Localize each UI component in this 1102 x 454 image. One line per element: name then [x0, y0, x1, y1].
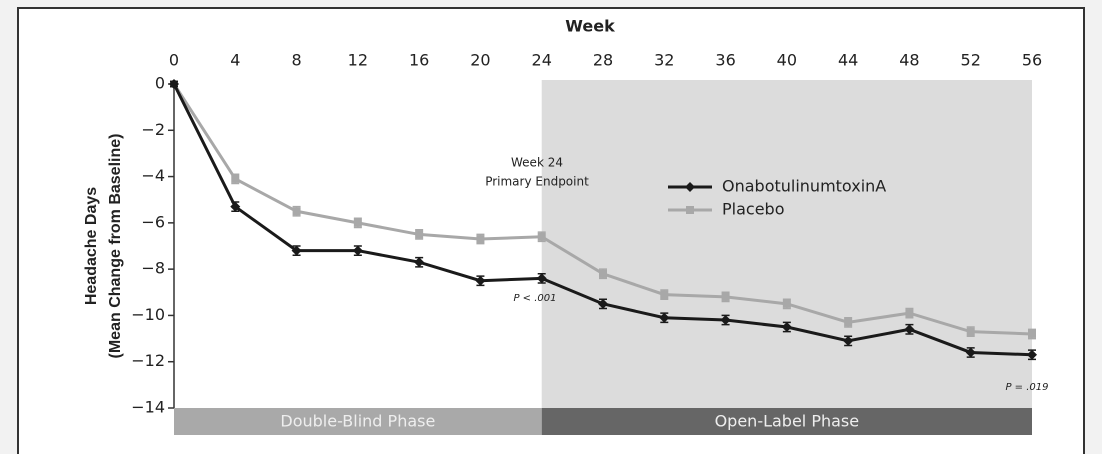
marker: [231, 174, 240, 183]
y-tick-label: −6: [141, 212, 165, 231]
x-tick-label: 16: [409, 51, 429, 70]
x-tick-label: 56: [1022, 51, 1042, 70]
x-tick-label: 32: [654, 51, 674, 70]
phase-bar: [174, 408, 542, 435]
y-tick-label: −2: [141, 120, 165, 139]
marker: [352, 245, 363, 256]
y-tick-label: −14: [131, 398, 165, 417]
x-tick-label: 4: [230, 51, 240, 70]
marker: [904, 324, 915, 335]
x-tick-label: 40: [777, 51, 797, 70]
phase-label: Double-Blind Phase: [280, 412, 435, 431]
legend-marker: [686, 206, 694, 214]
marker: [599, 269, 607, 278]
y-tick-label: 0: [155, 74, 165, 93]
marker: [966, 327, 975, 336]
y-tick-label: −12: [131, 351, 165, 370]
y-tick-label: −4: [141, 166, 165, 185]
marker: [720, 315, 731, 326]
x-tick-label: 12: [348, 51, 368, 70]
marker: [782, 299, 791, 308]
marker: [659, 312, 670, 323]
marker: [415, 230, 424, 239]
y-axis-title: Headache Days: [83, 187, 100, 305]
marker: [414, 257, 425, 268]
marker: [965, 347, 976, 358]
phase-label: Open-Label Phase: [715, 412, 860, 431]
x-axis-title: Week: [565, 17, 615, 36]
annotation: Week 24: [511, 156, 563, 170]
x-tick-label: 0: [169, 51, 179, 70]
marker: [781, 322, 792, 332]
legend-label: Placebo: [722, 200, 784, 219]
marker: [721, 292, 730, 301]
x-tick-label: 48: [899, 51, 919, 70]
marker: [353, 218, 362, 227]
marker: [537, 232, 546, 241]
x-tick-label: 36: [715, 51, 735, 70]
marker: [905, 309, 914, 318]
x-tick-label: 52: [961, 51, 981, 70]
marker: [291, 245, 302, 256]
legend-marker: [685, 182, 695, 192]
annotation: P < .001: [513, 293, 556, 304]
marker: [843, 335, 854, 346]
marker: [598, 298, 608, 309]
marker: [169, 79, 179, 89]
marker: [292, 207, 301, 216]
annotation: P = .019: [1005, 382, 1048, 393]
annotation: Primary Endpoint: [485, 175, 589, 189]
y-axis-title: (Mean Change from Baseline): [107, 134, 124, 359]
x-tick-label: 24: [532, 51, 552, 70]
phase-bar: [541, 408, 1032, 435]
marker: [844, 318, 853, 327]
x-tick-label: 28: [593, 51, 613, 70]
marker: [230, 201, 241, 212]
x-tick-label: 44: [838, 51, 858, 70]
legend-label: OnabotulinumtoxinA: [722, 177, 886, 196]
y-tick-label: −10: [131, 305, 165, 324]
marker: [1027, 349, 1037, 360]
x-tick-label: 20: [470, 51, 490, 70]
shaded-region: [541, 80, 1032, 408]
marker: [475, 275, 486, 286]
marker: [536, 273, 547, 284]
x-tick-label: 8: [291, 51, 301, 70]
marker: [476, 235, 485, 244]
y-tick-label: −8: [141, 259, 165, 278]
marker: [660, 290, 669, 299]
marker: [1028, 329, 1036, 338]
